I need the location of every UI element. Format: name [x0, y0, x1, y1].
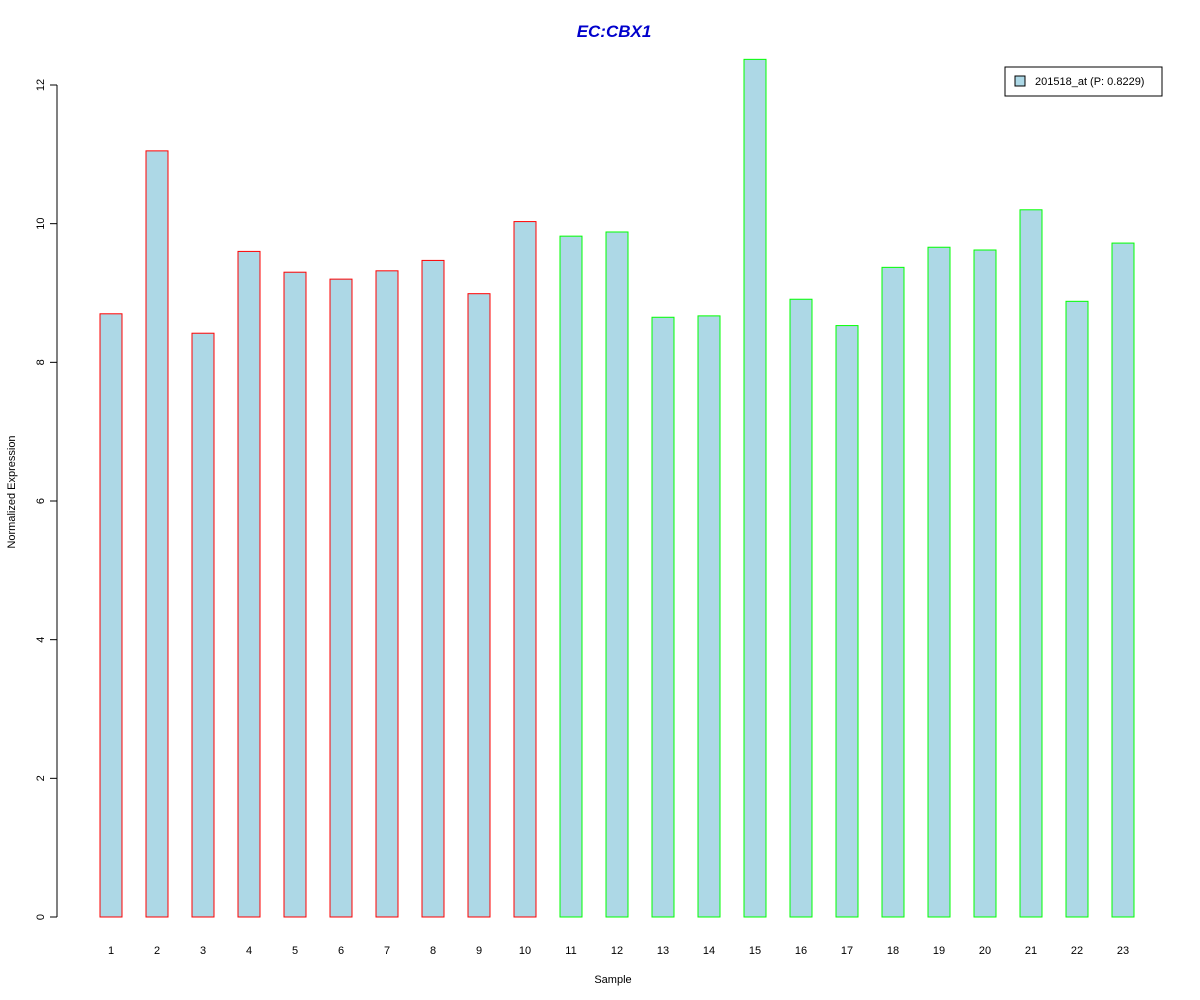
bar-sample-15	[743, 58, 767, 918]
y-axis: 0 2 4 6 8 10 12	[35, 79, 58, 920]
x-tick-labels: 1 2 3 4 5 6 7 8 9 10 11 12 13 14 15 16 17 18 19 20 21 22 23	[108, 945, 1129, 957]
bar-sample-6	[329, 278, 353, 918]
bars-group	[99, 58, 1135, 918]
bar-sample-21	[1019, 209, 1043, 918]
bar-sample-7	[375, 270, 399, 918]
x-tick-label: 2	[154, 945, 160, 957]
y-tick-label: 6	[35, 498, 47, 504]
bar-sample-2	[145, 150, 169, 918]
x-tick-label: 19	[933, 945, 945, 957]
chart-title: EC:CBX1	[577, 22, 652, 41]
x-axis-label: Sample	[594, 974, 631, 986]
x-tick-label: 16	[795, 945, 807, 957]
x-tick-label: 7	[384, 945, 390, 957]
y-axis-label: Normalized Expression	[6, 435, 18, 548]
x-tick-label: 11	[565, 945, 576, 957]
x-tick-label: 10	[519, 945, 531, 957]
x-tick-label: 12	[611, 945, 623, 957]
x-tick-label: 6	[338, 945, 344, 957]
bar-sample-18	[881, 266, 905, 918]
bar-sample-23	[1111, 242, 1135, 918]
y-tick-label: 10	[35, 218, 47, 230]
bar-sample-17	[835, 325, 859, 918]
legend-label: 201518_at (P: 0.8229)	[1035, 76, 1144, 88]
y-tick-label: 0	[35, 914, 47, 920]
legend-box	[1004, 66, 1163, 97]
x-tick-label: 5	[292, 945, 298, 957]
bar-sample-14	[697, 315, 721, 918]
x-tick-label: 20	[979, 945, 991, 957]
bar-sample-10	[513, 221, 537, 918]
x-tick-label: 17	[841, 945, 853, 957]
x-tick-label: 9	[476, 945, 482, 957]
bar-sample-4	[237, 250, 261, 918]
x-tick-label: 22	[1071, 945, 1083, 957]
bar-sample-1	[99, 313, 123, 918]
y-tick-label: 2	[35, 775, 47, 781]
x-tick-label: 8	[430, 945, 436, 957]
y-tick-label: 12	[35, 79, 47, 91]
bar-sample-16	[789, 298, 813, 918]
x-tick-label: 15	[749, 945, 761, 957]
bar-sample-20	[973, 249, 997, 918]
x-tick-label: 3	[200, 945, 206, 957]
x-tick-label: 23	[1117, 945, 1129, 957]
y-tick-label: 8	[35, 359, 47, 365]
bar-sample-3	[191, 332, 215, 918]
bar-sample-5	[283, 271, 307, 918]
bar-sample-11	[559, 235, 583, 918]
legend-swatch	[1014, 75, 1026, 87]
bar-sample-13	[651, 316, 675, 918]
x-tick-label: 1	[108, 945, 114, 957]
bar-sample-19	[927, 246, 951, 918]
bar-sample-9	[467, 293, 491, 918]
x-tick-label: 4	[246, 945, 252, 957]
x-tick-label: 18	[887, 945, 899, 957]
x-tick-label: 14	[703, 945, 715, 957]
bar-sample-8	[421, 259, 445, 918]
legend: 201518_at (P: 0.8229)	[1004, 66, 1163, 97]
y-tick-label: 4	[35, 637, 47, 643]
x-tick-label: 13	[657, 945, 669, 957]
bar-sample-12	[605, 231, 629, 918]
bar-sample-22	[1065, 300, 1089, 918]
x-tick-label: 21	[1025, 945, 1037, 957]
